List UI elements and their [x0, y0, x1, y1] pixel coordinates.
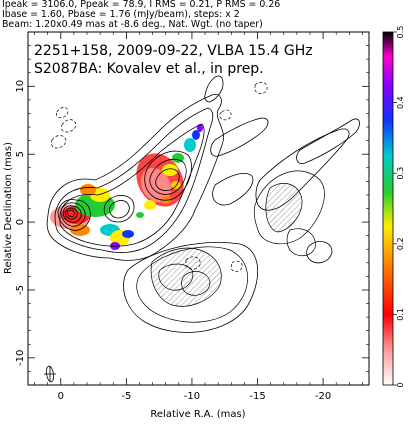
header-line-3: Beam: 1.20x0.49 mas at -8.6 deg., Nat. W… — [2, 19, 263, 30]
y-tick-label: -5 — [15, 285, 26, 295]
y-tick-label: -10 — [15, 350, 26, 366]
y-axis-ticks: -10 -5 0 5 10 — [15, 45, 369, 372]
colorbar-tick-label: 0.3 — [396, 167, 405, 180]
x-tick-label: -10 — [184, 391, 200, 402]
beam-ellipse — [44, 365, 56, 383]
x-tick-label: -5 — [121, 391, 131, 402]
header-line-2: Ibase = 1.60, Pbase = 1.76 (mJy/beam), s… — [2, 9, 240, 20]
image-layer — [44, 75, 360, 383]
x-tick-label: -20 — [315, 391, 331, 402]
negative-contours — [50, 81, 268, 272]
reference-text: S2087BA: Kovalev et al., in prep. — [34, 61, 264, 77]
colorbar-tick-label: 0 — [396, 382, 405, 387]
y-tick-label: 5 — [15, 151, 26, 157]
x-axis-label: Relative R.A. (mas) — [150, 409, 245, 420]
colorbar — [382, 31, 394, 386]
colorbar-ticks: 0 0.1 0.2 0.3 0.4 0.5 — [393, 26, 405, 388]
x-tick-label: 0 — [58, 391, 64, 402]
polarization-contours — [136, 170, 325, 323]
colorbar-tick-label: 0.2 — [396, 237, 405, 250]
source-title: 2251+158, 2009-09-22, VLBA 15.4 GHz — [34, 43, 313, 59]
x-axis-ticks: 0 -5 -10 -15 -20 — [34, 32, 363, 402]
y-tick-label: 0 — [15, 219, 26, 225]
colorbar-tick-label: 0.4 — [396, 96, 405, 109]
x-tick-label: -15 — [249, 391, 265, 402]
y-axis-label: Relative Declination (mas) — [3, 142, 14, 274]
colorbar-tick-label: 0.5 — [396, 26, 405, 39]
y-tick-label: 10 — [15, 80, 26, 93]
colorbar-tick-label: 0.1 — [396, 308, 405, 321]
intensity-contours — [46, 75, 360, 333]
header-line-1: Ipeak = 3106.0, Ppeak = 78.9, I RMS = 0.… — [2, 0, 281, 10]
